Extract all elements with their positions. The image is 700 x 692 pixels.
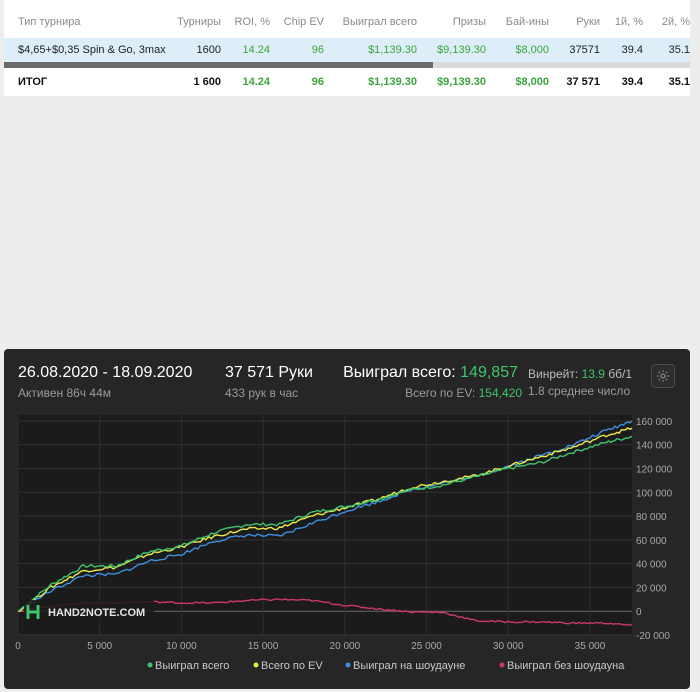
x-tick-label: 10 000 — [166, 641, 197, 652]
legend-marker — [345, 662, 351, 668]
y-tick-label: 80 000 — [636, 512, 667, 523]
winrate-unit: бб/1 — [608, 367, 633, 381]
y-tick-label: 60 000 — [636, 536, 667, 547]
y-axis-ticks: 160 000 140 000 120 000 100 000 80 000 60 000… — [636, 417, 673, 642]
x-tick-label: 30 000 — [493, 641, 524, 652]
table-header-row: Тип турнира Турниры ROI, % Chip EV Выигр… — [4, 11, 690, 33]
won-total-label: Выиграл всего: — [343, 364, 456, 381]
total-hands: 37 571 — [566, 76, 600, 88]
table-row[interactable]: $4,65+$0,35 Spin & Go, 3max 1600 14.24 9… — [4, 38, 690, 62]
legend: Выиграл всего Всего по EV Выиграл на шоуда… — [147, 660, 625, 672]
x-tick-label: 35 000 — [575, 641, 606, 652]
plot-area — [18, 415, 632, 635]
total-label: ИТОГ — [18, 76, 48, 88]
ev-total-summary: Всего по EV: 154,420 — [405, 386, 522, 400]
total-first-place: 39.4 — [621, 76, 643, 88]
x-axis-ticks: 0 5 000 10 000 15 000 20 000 25 000 30 000 35 0… — [15, 641, 605, 652]
y-tick-label: 100 000 — [636, 488, 673, 499]
y-tick-label: 20 000 — [636, 583, 667, 594]
legend-item-label[interactable]: Выиграл без шоудауна — [507, 660, 625, 672]
x-tick-label: 0 — [15, 641, 21, 652]
y-tick-label: 160 000 — [636, 417, 673, 428]
legend-marker — [253, 662, 259, 668]
cell-roi: 14.24 — [242, 44, 270, 56]
column-header-roi[interactable]: ROI, % — [234, 16, 270, 28]
series-line-2 — [17, 420, 633, 612]
winrate-label: Винрейт: — [528, 367, 579, 381]
table-total-row: ИТОГ 1 600 14.24 96 $1,139.30 $9,139.30 … — [4, 71, 690, 93]
x-tick-label: 5 000 — [87, 641, 112, 652]
ev-total-label: Всего по EV: — [405, 386, 476, 400]
column-header-prizes[interactable]: Призы — [452, 16, 486, 28]
graph-panel: 26.08.2020 - 18.09.2020 Активен 86ч 44м … — [4, 349, 690, 689]
cell-tournaments: 1600 — [196, 44, 221, 56]
legend-marker — [499, 662, 505, 668]
logo-mark — [26, 605, 40, 619]
column-header-first-place[interactable]: 1й, % — [614, 16, 643, 28]
cell-won-total: $1,139.30 — [368, 44, 417, 56]
active-time: Активен 86ч 44м — [18, 386, 111, 400]
x-tick-label: 20 000 — [330, 641, 361, 652]
y-tick-label: 0 — [636, 607, 642, 618]
legend-item-label[interactable]: Выиграл всего — [155, 660, 229, 672]
column-header-buyins[interactable]: Бай-ины — [505, 16, 549, 28]
x-tick-label: 25 000 — [411, 641, 442, 652]
column-header-second-place[interactable]: 2й, % — [661, 16, 690, 28]
cell-first-place: 39.4 — [621, 44, 643, 56]
total-tournaments: 1 600 — [193, 76, 221, 88]
y-tick-label: -20 000 — [636, 631, 670, 642]
total-chip-ev: 96 — [311, 76, 324, 88]
total-buyins: $8,000 — [515, 76, 549, 88]
winrate-summary: Винрейт: 13.9 бб/1 — [528, 367, 632, 381]
total-won-total: $1,139.30 — [368, 76, 417, 88]
cell-type: $4,65+$0,35 Spin & Go, 3max — [18, 44, 166, 56]
cell-hands: 37571 — [569, 44, 600, 56]
hands-per-hour: 433 рук в час — [225, 386, 299, 400]
x-tick-label: 15 000 — [248, 641, 279, 652]
horizontal-scrollbar[interactable] — [4, 62, 690, 68]
settings-button[interactable] — [651, 364, 675, 388]
logo-background — [24, 600, 154, 622]
average-count: 1.8 среднее число — [528, 384, 631, 398]
cell-chip-ev: 96 — [311, 44, 324, 56]
y-tick-label: 120 000 — [636, 465, 673, 476]
column-header-won-total[interactable]: Выиграл всего — [342, 16, 417, 28]
total-prizes: $9,139.30 — [437, 76, 486, 88]
tournament-table: Тип турнира Турниры ROI, % Chip EV Выигр… — [4, 0, 690, 96]
winrate-value: 13.9 — [581, 367, 605, 381]
series-line-0 — [17, 435, 633, 612]
logo-text: HAND2NOTE.COM — [48, 607, 145, 619]
column-header-hands[interactable]: Руки — [576, 16, 600, 28]
legend-item-label[interactable]: Выиграл на шоудауне — [353, 660, 465, 672]
y-tick-label: 140 000 — [636, 441, 673, 452]
column-header-type[interactable]: Тип турнира — [18, 16, 81, 28]
hands-count: 37 571 Руки — [225, 364, 313, 381]
date-range: 26.08.2020 - 18.09.2020 — [18, 364, 193, 381]
hand2note-logo: HAND2NOTE.COM — [24, 600, 154, 622]
y-tick-label: 40 000 — [636, 560, 667, 571]
ev-total-value: 154,420 — [478, 386, 522, 400]
won-total-value: 149,857 — [460, 364, 518, 381]
total-roi: 14.24 — [242, 76, 270, 88]
column-header-chip-ev[interactable]: Chip EV — [283, 16, 324, 28]
cell-second-place: 35.1 — [668, 44, 690, 56]
legend-marker — [147, 662, 153, 668]
cell-buyins: $8,000 — [515, 44, 549, 56]
scrollbar-thumb[interactable] — [4, 62, 433, 68]
column-header-tournaments[interactable]: Турниры — [177, 16, 221, 28]
won-total-summary: Выиграл всего: 149,857 — [343, 364, 518, 382]
total-second-place: 35.1 — [668, 76, 690, 88]
profit-graph: 160 000 140 000 120 000 100 000 80 000 60 000… — [15, 415, 673, 672]
legend-item-label[interactable]: Всего по EV — [261, 660, 323, 672]
cell-prizes: $9,139.30 — [437, 44, 486, 56]
gear-icon — [657, 370, 669, 382]
